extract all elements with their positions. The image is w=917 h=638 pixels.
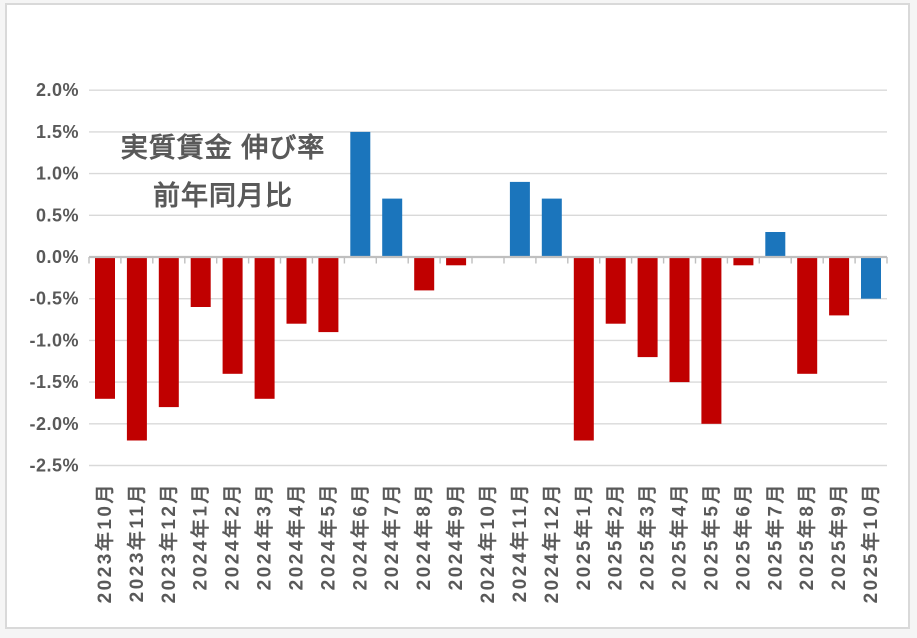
y-tick-label--0.5%: -0.5% xyxy=(29,289,79,309)
bar-2025年7月 xyxy=(765,232,786,257)
bar-2025年2月 xyxy=(605,257,626,324)
y-tick-label-1.5%: 1.5% xyxy=(36,122,79,142)
x-tick-label-2024年4月: 2024年4月 xyxy=(285,482,308,590)
bar-2025年5月 xyxy=(701,257,722,424)
bar-2024年11月 xyxy=(509,181,530,257)
bar-2024年4月 xyxy=(286,257,307,324)
bar-2023年11月 xyxy=(126,257,147,441)
bar-2025年1月 xyxy=(573,257,594,441)
x-tick-label-2024年3月: 2024年3月 xyxy=(253,482,276,590)
y-tick-label-0.5%: 0.5% xyxy=(36,205,79,225)
bar-2023年12月 xyxy=(158,257,179,408)
x-tick-label-2024年11月: 2024年11月 xyxy=(508,482,531,602)
x-tick-label-2025年6月: 2025年6月 xyxy=(731,482,754,590)
x-tick-label-2024年8月: 2024年8月 xyxy=(412,482,435,590)
x-tick-label-2024年10月: 2024年10月 xyxy=(476,482,499,603)
x-tick-label-2024年12月: 2024年12月 xyxy=(540,482,563,603)
x-tick-label-2025年1月: 2025年1月 xyxy=(572,482,595,590)
x-tick-label-2024年1月: 2024年1月 xyxy=(189,482,212,590)
bar-2024年3月 xyxy=(254,257,275,399)
x-tick-label-2025年4月: 2025年4月 xyxy=(668,482,691,590)
x-tick-label-2025年3月: 2025年3月 xyxy=(636,482,659,590)
bar-2025年8月 xyxy=(797,257,818,374)
x-tick-label-2025年5月: 2025年5月 xyxy=(699,482,722,590)
y-tick-label--2.5%: -2.5% xyxy=(29,456,79,476)
chart-title-line2: 前年同月比 xyxy=(153,181,293,211)
bar-2024年7月 xyxy=(382,198,403,257)
bar-2024年12月 xyxy=(541,198,562,257)
x-tick-label-2025年2月: 2025年2月 xyxy=(604,482,627,590)
y-tick-label--1.5%: -1.5% xyxy=(29,372,79,392)
chart-title-line1: 実質賃金 伸び率 xyxy=(120,133,326,163)
bar-2025年6月 xyxy=(733,257,754,266)
bar-2025年4月 xyxy=(669,257,690,383)
bar-2024年9月 xyxy=(446,257,467,266)
chart-title: 実質賃金 伸び率 前年同月比 xyxy=(90,124,356,220)
x-tick-label-2025年9月: 2025年9月 xyxy=(827,482,850,590)
y-tick-label--2.0%: -2.0% xyxy=(29,414,79,434)
gridlines xyxy=(89,89,887,467)
chart-frame xyxy=(5,3,910,629)
y-tick-label-1.0%: 1.0% xyxy=(36,164,79,184)
y-tick-label--1.0%: -1.0% xyxy=(29,330,79,350)
bar-2024年8月 xyxy=(414,257,435,291)
bar-2023年10月 xyxy=(95,257,115,399)
x-axis-line xyxy=(88,255,888,264)
x-tick-label-2025年7月: 2025年7月 xyxy=(763,482,786,590)
bar-2025年10月 xyxy=(861,257,881,299)
x-tick-label-2024年9月: 2024年9月 xyxy=(444,482,467,590)
x-tick-label-2024年2月: 2024年2月 xyxy=(221,482,244,590)
bars xyxy=(95,131,881,441)
bar-2024年1月 xyxy=(190,257,211,307)
bar-2024年2月 xyxy=(222,257,243,374)
x-axis-labels: 2023年10月 2023年11月 2023年12月 2024年1月 2024年2月 20… xyxy=(93,482,882,603)
x-tick-label-2023年11月: 2023年11月 xyxy=(125,482,148,602)
y-axis-labels: 2.0% 1.5% 1.0% 0.5% 0.0% -0.5% -1.0% -1.5% -2.0%… xyxy=(29,80,79,476)
x-tick-label-2024年5月: 2024年5月 xyxy=(316,482,339,590)
x-tick-label-2023年10月: 2023年10月 xyxy=(93,482,116,603)
y-tick-label-0.0%: 0.0% xyxy=(36,247,79,267)
bar-2025年3月 xyxy=(637,257,658,358)
x-tick-label-2024年7月: 2024年7月 xyxy=(380,482,403,590)
y-tick-label-2.0%: 2.0% xyxy=(36,80,79,100)
x-tick-label-2025年10月: 2025年10月 xyxy=(859,482,882,603)
x-tick-label-2023年12月: 2023年12月 xyxy=(157,482,180,603)
bar-2025年9月 xyxy=(829,257,850,316)
bar-2024年5月 xyxy=(318,257,339,333)
x-tick-label-2025年8月: 2025年8月 xyxy=(795,482,818,590)
x-tick-label-2024年6月: 2024年6月 xyxy=(348,482,371,590)
bar-2024年6月 xyxy=(350,131,371,257)
